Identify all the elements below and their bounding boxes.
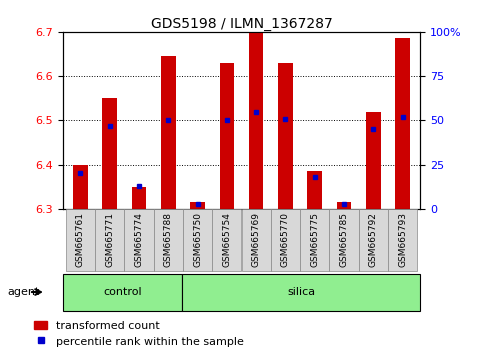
Bar: [190, 202, 205, 209]
Bar: [388, 209, 417, 271]
Bar: [329, 209, 359, 271]
Text: GSM665788: GSM665788: [164, 212, 173, 267]
Text: GSM665785: GSM665785: [340, 212, 349, 267]
Bar: [161, 56, 176, 209]
Bar: [132, 187, 146, 209]
Text: GSM665793: GSM665793: [398, 212, 407, 267]
Bar: [359, 209, 388, 271]
Text: GSM665775: GSM665775: [310, 212, 319, 267]
Bar: [337, 202, 351, 209]
Text: GSM665770: GSM665770: [281, 212, 290, 267]
Text: GSM665754: GSM665754: [222, 212, 231, 267]
FancyBboxPatch shape: [182, 274, 420, 311]
Bar: [395, 39, 410, 209]
Bar: [183, 209, 212, 271]
Bar: [366, 112, 381, 209]
Text: GSM665750: GSM665750: [193, 212, 202, 267]
Bar: [242, 209, 271, 271]
Title: GDS5198 / ILMN_1367287: GDS5198 / ILMN_1367287: [151, 17, 332, 31]
Text: GSM665771: GSM665771: [105, 212, 114, 267]
Bar: [220, 63, 234, 209]
Bar: [102, 98, 117, 209]
Bar: [307, 171, 322, 209]
Text: silica: silica: [287, 287, 315, 297]
Bar: [66, 209, 95, 271]
Text: GSM665792: GSM665792: [369, 212, 378, 267]
Bar: [212, 209, 242, 271]
Bar: [124, 209, 154, 271]
Bar: [95, 209, 124, 271]
Bar: [154, 209, 183, 271]
Text: control: control: [103, 287, 142, 297]
Bar: [271, 209, 300, 271]
Text: GSM665769: GSM665769: [252, 212, 261, 267]
Legend: transformed count, percentile rank within the sample: transformed count, percentile rank withi…: [30, 316, 249, 351]
Text: agent: agent: [7, 287, 40, 297]
Text: GSM665761: GSM665761: [76, 212, 85, 267]
FancyBboxPatch shape: [63, 274, 182, 311]
Bar: [73, 165, 88, 209]
Text: GSM665774: GSM665774: [134, 212, 143, 267]
Bar: [300, 209, 329, 271]
Bar: [278, 63, 293, 209]
Bar: [249, 32, 263, 209]
